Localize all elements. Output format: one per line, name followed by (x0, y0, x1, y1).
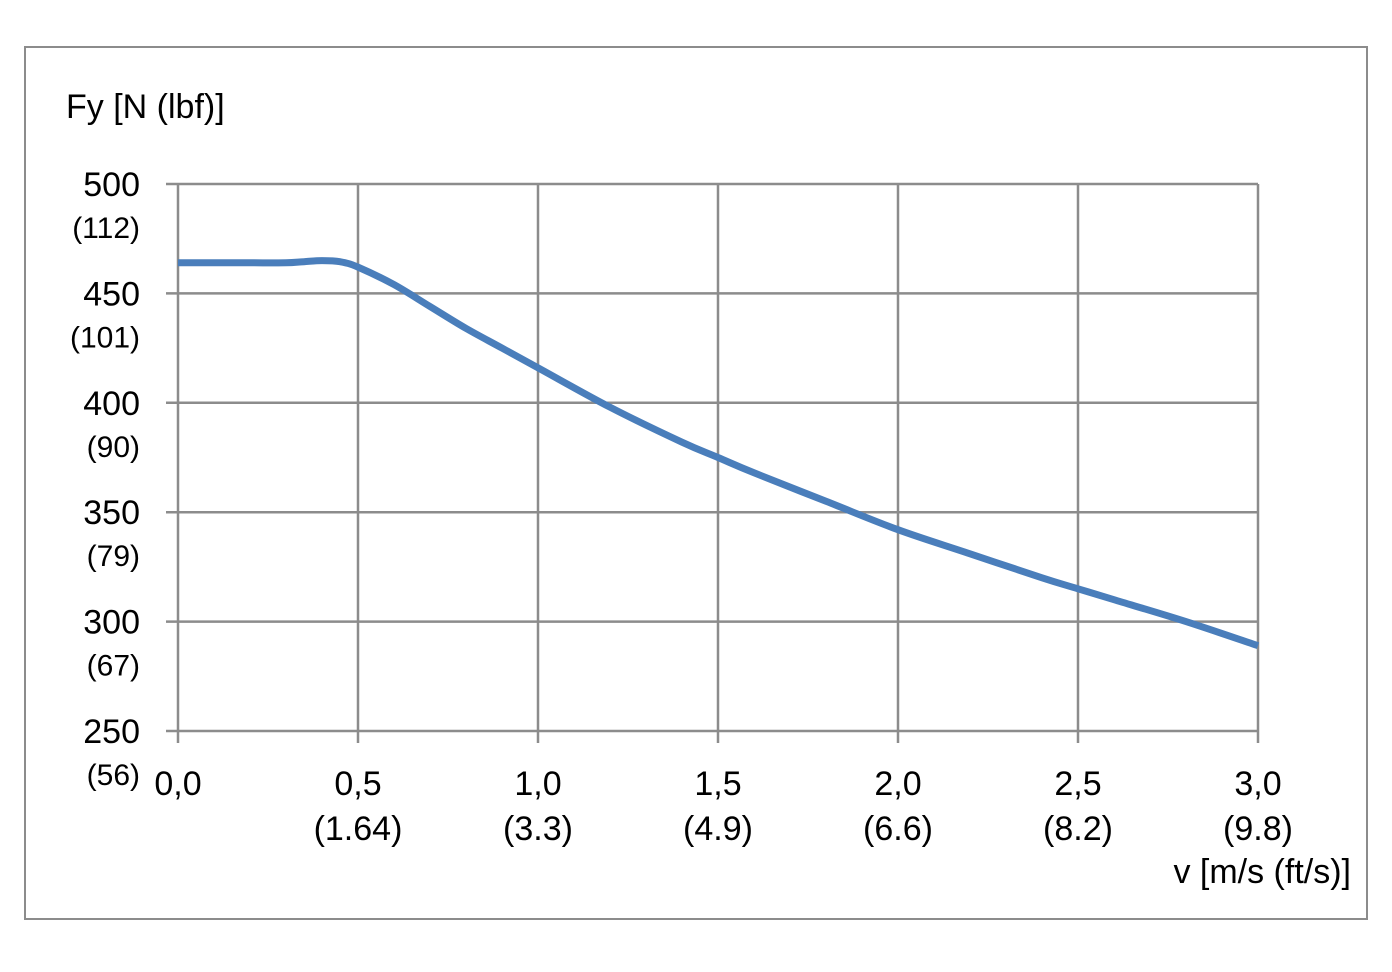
x-tick-label: 0,0 (154, 765, 201, 803)
x-tick-sublabel: (6.6) (863, 810, 933, 848)
y-tick-label: 300 (83, 604, 140, 642)
grid (166, 182, 1260, 743)
x-tick-sublabel: (3.3) (503, 810, 573, 848)
y-tick-label: 500 (83, 166, 140, 204)
y-tick-sublabel: (101) (70, 321, 140, 354)
x-tick-label: 1,0 (514, 765, 561, 803)
x-tick-sublabel: (1.64) (314, 810, 403, 848)
chart-frame (24, 46, 1368, 920)
x-tick-label: 2,0 (874, 765, 921, 803)
series-line (177, 257, 1260, 650)
x-tick-label: 0,5 (334, 765, 381, 803)
tick-labels: 500 (112) 450 (101) 400 (90) 350 (79) 300 (67) 250… (70, 166, 1293, 848)
y-tick-label: 450 (83, 275, 140, 313)
x-tick-sublabel: (9.8) (1223, 810, 1293, 848)
x-tick-label: 2,5 (1054, 765, 1101, 803)
x-axis-title: v [m/s (ft/s)] (1173, 853, 1351, 891)
y-tick-sublabel: (112) (72, 212, 140, 245)
series-layer (177, 257, 1260, 650)
y-tick-sublabel: (90) (87, 431, 140, 464)
y-tick-sublabel: (79) (87, 540, 140, 573)
x-tick-sublabel: (4.9) (683, 810, 753, 848)
y-axis-title: Fy [N (lbf)] (66, 88, 225, 126)
x-tick-sublabel: (8.2) (1043, 810, 1113, 848)
x-tick-label: 3,0 (1234, 765, 1281, 803)
y-tick-sublabel: (67) (87, 650, 140, 683)
y-tick-label: 250 (83, 713, 140, 751)
y-tick-label: 350 (83, 494, 140, 532)
x-tick-label: 1,5 (694, 765, 741, 803)
y-tick-sublabel: (56) (87, 759, 140, 792)
y-tick-label: 400 (83, 385, 140, 423)
